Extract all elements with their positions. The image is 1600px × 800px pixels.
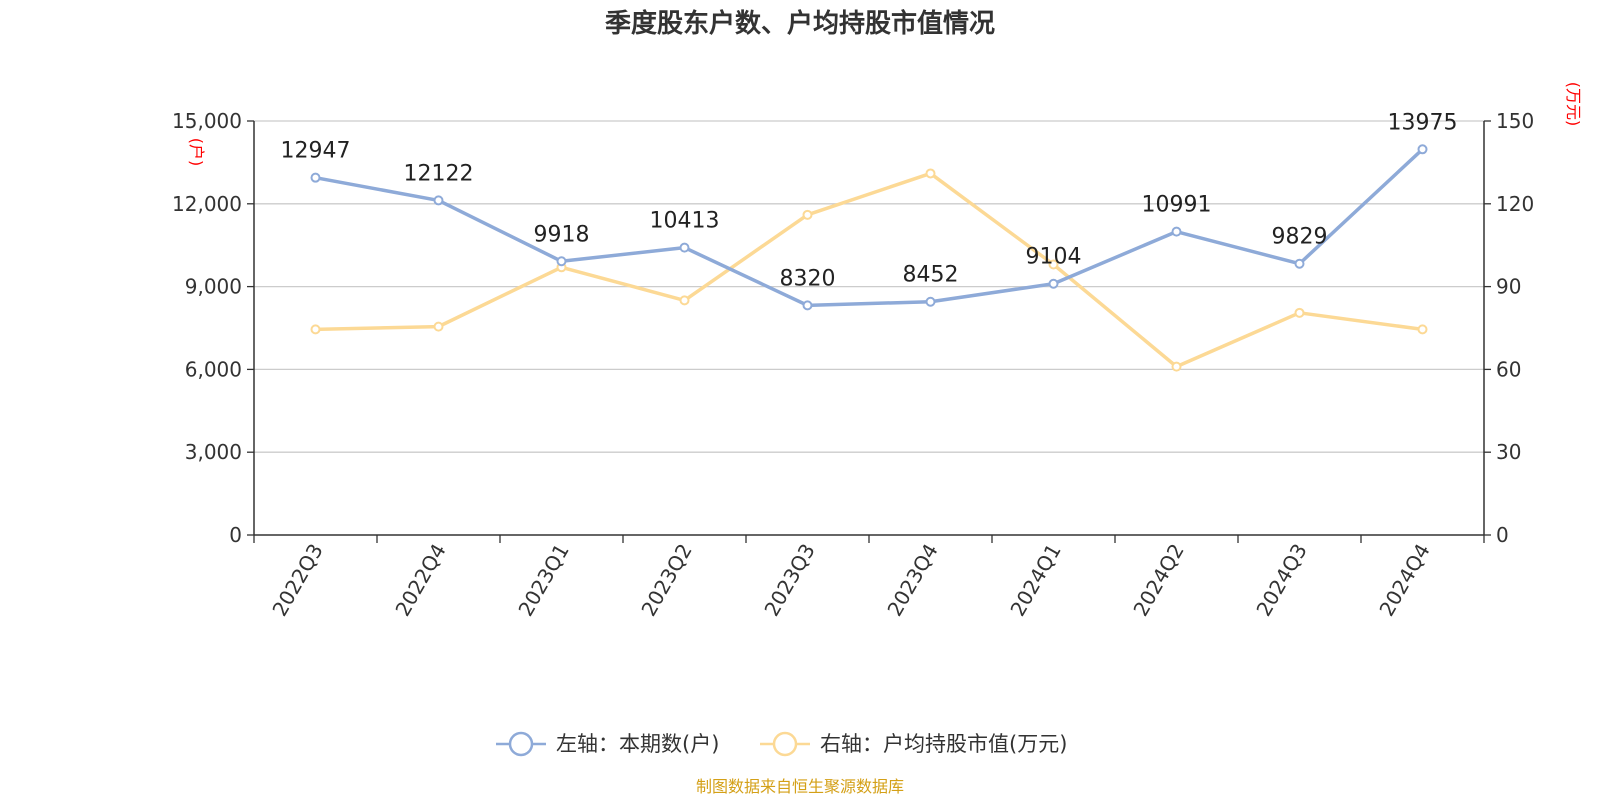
data-label: 12122 [404, 161, 474, 186]
series-line [315, 171, 1423, 369]
left-tick-label: 9,000 [185, 275, 242, 299]
x-tick-label: 2024Q2 [1128, 540, 1188, 621]
legend-swatch-marker [772, 731, 798, 757]
series-point [433, 195, 444, 206]
series-point [679, 295, 690, 306]
series-line [315, 148, 1424, 308]
series-point [433, 321, 444, 332]
x-tick-label: 2023Q3 [759, 540, 819, 621]
x-tick-label: 2023Q2 [636, 540, 696, 621]
right-tick-label: 120 [1496, 192, 1534, 216]
data-label: 10991 [1142, 193, 1212, 218]
series-point [1294, 307, 1305, 318]
series-point [1294, 258, 1305, 269]
right-tick-label: 60 [1496, 357, 1521, 381]
series-point [925, 296, 936, 307]
x-tick-label: 2024Q3 [1251, 540, 1311, 621]
data-label: 9918 [534, 222, 590, 247]
series-point [1048, 259, 1059, 270]
x-tick-label: 2023Q1 [513, 540, 573, 621]
axes: 0 3,000 6,000 9,000 12,000 15,000 0 30 60 90 120 15… [172, 109, 1534, 620]
series-point [1417, 324, 1428, 335]
x-tick-label: 2024Q1 [1005, 540, 1065, 621]
grid-lines [254, 120, 1484, 453]
data-label: 8320 [780, 266, 836, 291]
left-axis-unit: (户) [187, 138, 206, 167]
left-tick-label: 15,000 [172, 109, 242, 133]
data-label: 9104 [1026, 245, 1082, 270]
x-tick-label: 2023Q4 [882, 540, 942, 621]
right-tick-label: 0 [1496, 523, 1509, 547]
left-tick-label: 0 [229, 523, 242, 547]
right-axis-unit: (万元) [1564, 82, 1583, 127]
series-point [310, 324, 321, 335]
series-point [802, 300, 813, 311]
legend-label: 右轴：户均持股市值(万元) [820, 732, 1067, 756]
x-tick-label: 2024Q4 [1374, 540, 1434, 621]
series-point [925, 168, 936, 179]
data-label: 12947 [281, 139, 351, 164]
series-point [1171, 226, 1182, 237]
left-tick-label: 6,000 [185, 357, 242, 381]
series-layer [310, 144, 1428, 372]
series-point [310, 172, 321, 183]
series-point [1171, 361, 1182, 372]
series-point [556, 256, 567, 267]
source-note: 制图数据来自恒生聚源数据库 [696, 777, 904, 796]
series-point [1048, 278, 1059, 289]
right-tick-label: 150 [1496, 109, 1534, 133]
right-tick-label: 90 [1496, 275, 1521, 299]
chart-title: 季度股东户数、户均持股市值情况 [605, 8, 995, 39]
left-tick-label: 3,000 [185, 440, 242, 464]
legend-label: 左轴：本期数(户) [556, 732, 719, 756]
x-tick-label: 2022Q3 [267, 540, 327, 621]
data-labels: 12947 12122 9918 10413 8320 8452 9104 10991 9829… [281, 110, 1458, 291]
data-label: 8452 [903, 263, 959, 288]
series-point [802, 209, 813, 220]
x-tick-label: 2022Q4 [390, 540, 450, 621]
right-tick-label: 30 [1496, 440, 1521, 464]
data-label: 10413 [650, 209, 720, 234]
series-point [1417, 144, 1428, 155]
data-label: 13975 [1388, 110, 1458, 135]
series-point [679, 242, 690, 253]
left-tick-label: 12,000 [172, 192, 242, 216]
legend: 左轴：本期数(户) 右轴：户均持股市值(万元) [496, 731, 1067, 757]
legend-swatch-marker [508, 731, 534, 757]
data-label: 9829 [1272, 225, 1328, 250]
